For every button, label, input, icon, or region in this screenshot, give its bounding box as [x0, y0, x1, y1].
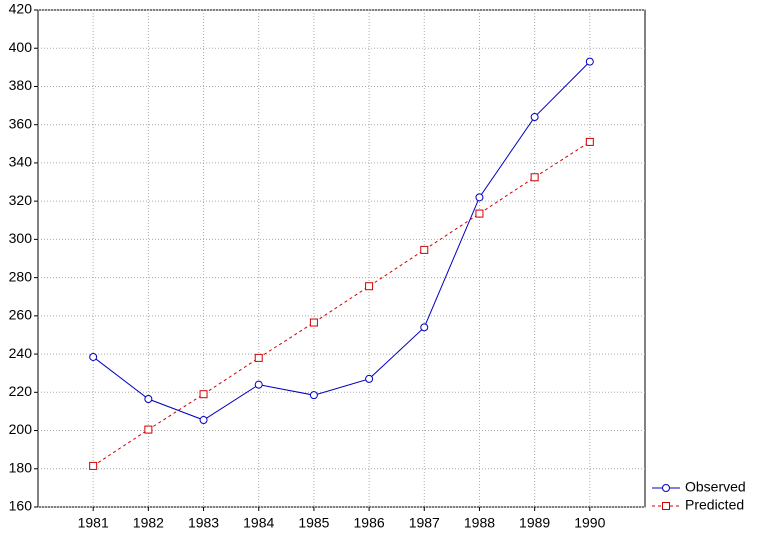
data-point: [199, 416, 208, 425]
data-point: [585, 57, 594, 66]
data-point: [530, 173, 539, 182]
y-tick-label: 400: [9, 39, 33, 55]
data-point: [254, 353, 263, 362]
x-tick-label: 1986: [354, 515, 385, 531]
data-point: [420, 323, 429, 332]
y-tick-label: 280: [9, 268, 33, 284]
data-point: [420, 245, 429, 254]
data-point: [254, 380, 263, 389]
x-tick-label: 1984: [243, 515, 274, 531]
data-point: [475, 193, 484, 202]
y-tick-label: 240: [9, 345, 33, 361]
legend-label: Observed: [685, 479, 746, 495]
x-tick-label: 1987: [409, 515, 440, 531]
y-tick-label: 320: [9, 192, 33, 208]
data-point: [309, 318, 318, 327]
x-tick-label: 1988: [464, 515, 495, 531]
x-tick-label: 1990: [574, 515, 605, 531]
data-point: [144, 425, 153, 434]
y-tick-label: 260: [9, 307, 33, 323]
y-tick-label: 160: [9, 498, 33, 514]
data-point: [89, 352, 98, 361]
legend-label: Predicted: [685, 497, 744, 513]
y-tick-label: 380: [9, 77, 33, 93]
x-tick-label: 1985: [298, 515, 329, 531]
x-tick-label: 1981: [78, 515, 109, 531]
y-tick-label: 420: [9, 1, 33, 17]
data-point: [144, 394, 153, 403]
series-line: [92, 61, 591, 421]
y-tick-label: 180: [9, 459, 33, 475]
data-point: [309, 391, 318, 400]
legend-marker: [662, 502, 670, 510]
x-tick-label: 1989: [519, 515, 550, 531]
y-tick-label: 220: [9, 383, 33, 399]
data-point: [530, 113, 539, 122]
data-point: [365, 282, 374, 291]
legend-marker: [662, 484, 670, 492]
data-point: [585, 137, 594, 146]
x-tick-label: 1983: [188, 515, 219, 531]
y-tick-label: 300: [9, 230, 33, 246]
x-tick-label: 1982: [133, 515, 164, 531]
plot-area: [37, 9, 646, 508]
data-point: [199, 390, 208, 399]
data-point: [475, 209, 484, 218]
series-line: [92, 141, 591, 467]
y-tick-label: 200: [9, 421, 33, 437]
data-point: [89, 461, 98, 470]
y-tick-label: 360: [9, 115, 33, 131]
data-point: [365, 374, 374, 383]
y-tick-label: 340: [9, 154, 33, 170]
